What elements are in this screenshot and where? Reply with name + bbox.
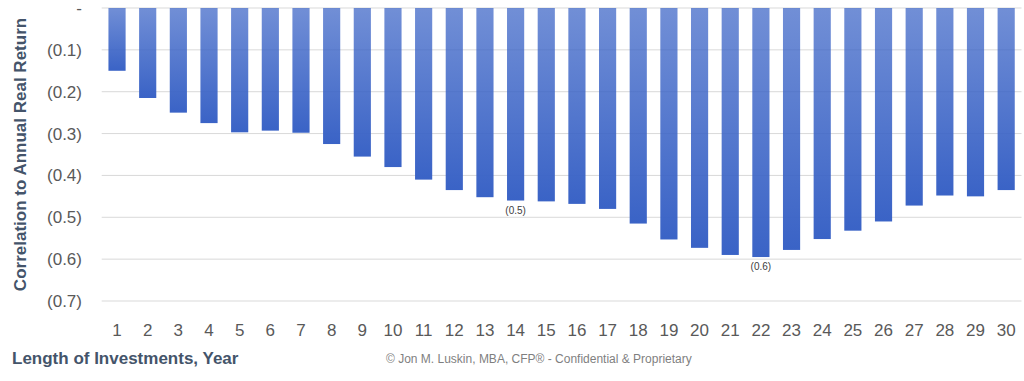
grid-line <box>102 301 1022 302</box>
bar <box>354 8 371 157</box>
x-tick-label: 10 <box>384 321 403 340</box>
bar <box>415 8 432 180</box>
x-axis-title: Length of Investments, Year <box>12 349 239 368</box>
x-tick-label: 6 <box>266 321 275 340</box>
bar <box>998 8 1015 190</box>
bar <box>722 8 739 255</box>
y-tick-label: (0.3) <box>47 125 82 144</box>
x-tick-label: 26 <box>874 321 893 340</box>
y-tick-label: (0.4) <box>47 166 82 185</box>
grid-line <box>102 259 1022 260</box>
bar <box>875 8 892 221</box>
bar <box>170 8 187 113</box>
x-tick-label: 16 <box>567 321 586 340</box>
chart: - (0.1) (0.2) (0.3) (0.4) (0.5) (0.6) (0.7) (0.5… <box>0 0 1024 381</box>
bar <box>844 8 861 231</box>
x-tick-label: 3 <box>174 321 183 340</box>
bar <box>507 8 524 201</box>
y-tick-label: (0.7) <box>47 292 82 311</box>
bar <box>200 8 217 123</box>
data-label: (0.6) <box>751 261 772 272</box>
x-tick-label: 9 <box>358 321 367 340</box>
bar <box>814 8 831 239</box>
bar <box>476 8 493 197</box>
x-tick-label: 4 <box>204 321 213 340</box>
bar <box>139 8 156 98</box>
x-tick-label: 24 <box>813 321 832 340</box>
bar <box>262 8 279 131</box>
x-tick-label: 5 <box>235 321 244 340</box>
bar <box>446 8 463 190</box>
y-tick-label: (0.5) <box>47 208 82 227</box>
x-tick-label: 2 <box>143 321 152 340</box>
x-tick-label: 14 <box>506 321 525 340</box>
x-tick-label: 27 <box>905 321 924 340</box>
bar <box>936 8 953 196</box>
data-label: (0.5) <box>505 205 526 216</box>
y-axis-title: Correlation to Annual Real Return <box>11 18 30 291</box>
x-tick-label: 8 <box>327 321 336 340</box>
x-tick-label: 19 <box>659 321 678 340</box>
y-tick-label: (0.6) <box>47 250 82 269</box>
x-tick-label: 22 <box>751 321 770 340</box>
bar <box>323 8 340 144</box>
bar <box>108 8 125 71</box>
bar <box>292 8 309 133</box>
bar <box>783 8 800 250</box>
bar <box>231 8 248 132</box>
bar <box>384 8 401 167</box>
bar <box>691 8 708 248</box>
x-tick-label: 15 <box>537 321 556 340</box>
y-tick-label: - <box>76 0 82 18</box>
bar <box>906 8 923 206</box>
bar <box>967 8 984 196</box>
x-tick-label: 23 <box>782 321 801 340</box>
bar <box>660 8 677 239</box>
x-tick-label: 18 <box>629 321 648 340</box>
x-tick-label: 21 <box>721 321 740 340</box>
x-tick-label: 7 <box>296 321 305 340</box>
annotation: © Jon M. Luskin, MBA, CFP® - Confidentia… <box>386 352 692 366</box>
bar <box>538 8 555 201</box>
bars <box>108 8 1014 257</box>
x-tick-label: 11 <box>415 321 433 340</box>
x-tick-label: 12 <box>445 321 464 340</box>
grid <box>102 8 1022 301</box>
x-tick-label: 1 <box>112 321 121 340</box>
bar <box>630 8 647 224</box>
bar <box>752 8 769 257</box>
y-tick-label: (0.2) <box>47 83 82 102</box>
x-tick-label: 29 <box>966 321 985 340</box>
y-tick-label: (0.1) <box>47 41 82 60</box>
bar <box>599 8 616 209</box>
x-tick-label: 17 <box>598 321 617 340</box>
x-tick-label: 13 <box>475 321 494 340</box>
x-tick-label: 20 <box>690 321 709 340</box>
x-tick-label: 28 <box>935 321 954 340</box>
bar <box>568 8 585 204</box>
x-tick-label: 30 <box>997 321 1016 340</box>
x-tick-label: 25 <box>843 321 862 340</box>
